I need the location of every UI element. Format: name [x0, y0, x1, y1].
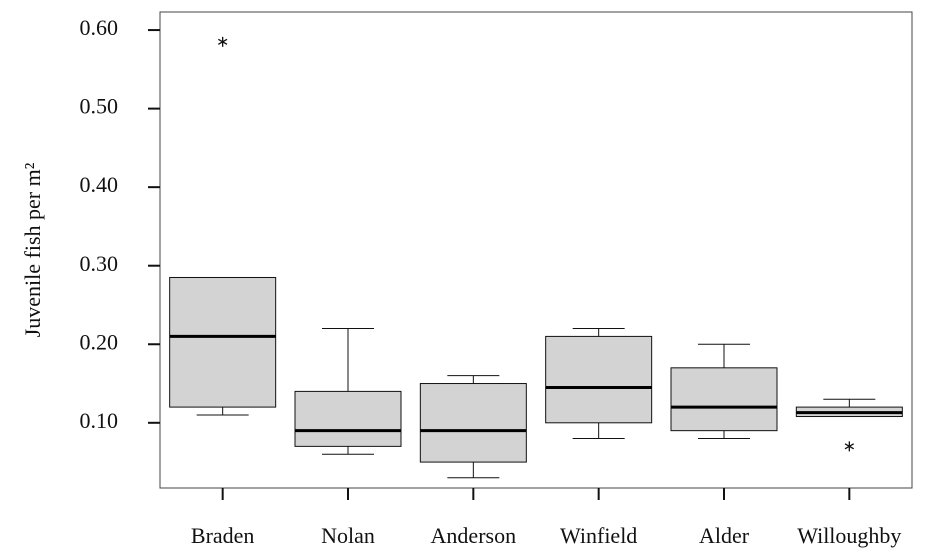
y-tick-label: 0.10 — [80, 408, 119, 433]
x-tick-label: Anderson — [431, 523, 517, 548]
outlier — [217, 36, 228, 47]
x-tick-label: Willoughby — [797, 523, 901, 548]
box — [294, 390, 402, 447]
outlier — [844, 441, 855, 452]
x-tick-label: Braden — [191, 523, 255, 548]
y-tick-label: 0.50 — [80, 94, 119, 119]
y-axis-label: Juvenile fish per m² — [20, 162, 45, 337]
x-tick-label: Winfield — [560, 523, 637, 548]
box — [419, 383, 527, 463]
y-tick-label: 0.40 — [80, 172, 119, 197]
plot-frame — [159, 11, 913, 489]
box — [670, 367, 778, 432]
y-tick-label: 0.60 — [80, 15, 119, 40]
y-tick-label: 0.30 — [80, 251, 119, 276]
x-tick-label: Alder — [699, 523, 750, 548]
x-tick-label: Nolan — [321, 523, 375, 548]
box — [545, 335, 653, 424]
box — [169, 276, 277, 408]
y-tick-label: 0.20 — [80, 329, 119, 354]
